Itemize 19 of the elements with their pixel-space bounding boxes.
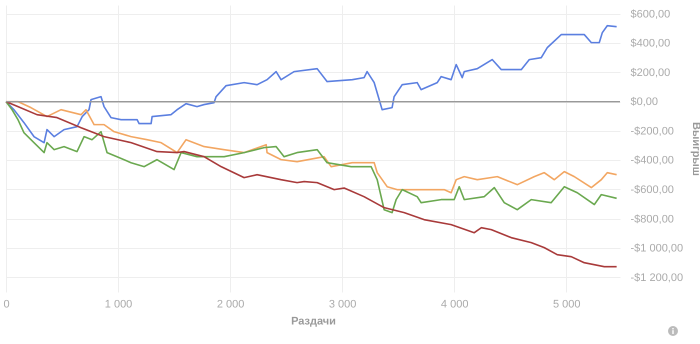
y-tick-label: -$1 200,00 — [630, 272, 684, 284]
y-tick-label: -$200,00 — [630, 125, 674, 138]
line-series — [5, 100, 618, 214]
y-tick-label: -$1 000,00 — [630, 242, 684, 255]
y-tick-label: -$400,00 — [630, 154, 674, 167]
y-tick-label: -$800,00 — [630, 213, 674, 226]
y-tick-label: -$600,00 — [630, 184, 674, 196]
y-tick-label: $600,00 — [630, 8, 670, 20]
y-tick-label: $0,00 — [630, 96, 658, 108]
x-tick-label: 0 — [3, 298, 10, 310]
y-tick-label: $200,00 — [630, 66, 670, 79]
y-tick-label: $400,00 — [630, 38, 670, 50]
x-tick-label: 2 000 — [216, 298, 244, 310]
x-tick-label: 1 000 — [104, 298, 132, 310]
line-series — [5, 100, 618, 268]
x-tick-label: 3 000 — [328, 298, 356, 310]
x-axis-title: Раздачи — [291, 316, 336, 328]
x-tick-label: 4 000 — [440, 298, 468, 310]
x-tick-label: 5 000 — [552, 298, 580, 310]
